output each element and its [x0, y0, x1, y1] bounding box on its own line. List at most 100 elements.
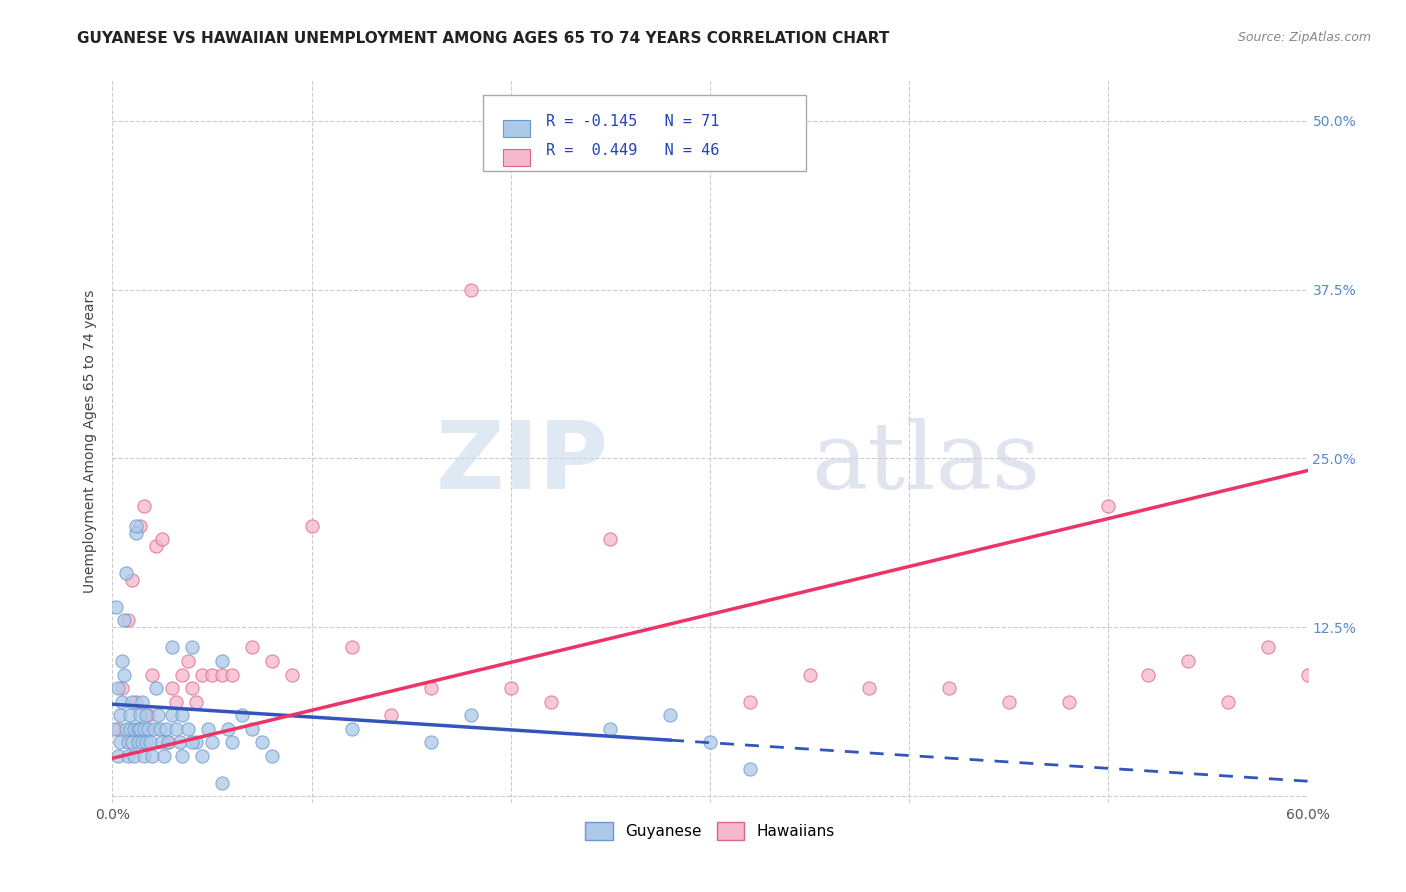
- Point: [162, 708, 183, 723]
- Point: [858, 681, 880, 695]
- Point: [110, 708, 132, 723]
- Point: [738, 694, 761, 708]
- Point: [181, 640, 204, 655]
- Point: [135, 735, 157, 749]
- Text: GUYANESE VS HAWAIIAN UNEMPLOYMENT AMONG AGES 65 TO 74 YEARS CORRELATION CHART: GUYANESE VS HAWAIIAN UNEMPLOYMENT AMONG …: [77, 31, 890, 46]
- Point: [120, 708, 142, 723]
- Point: [420, 735, 443, 749]
- Point: [107, 722, 129, 736]
- Point: [129, 722, 152, 736]
- Point: [121, 735, 143, 749]
- Point: [197, 722, 219, 736]
- Point: [250, 735, 273, 749]
- Point: [138, 722, 160, 736]
- Point: [211, 667, 233, 681]
- Point: [599, 722, 621, 736]
- Point: [540, 694, 562, 708]
- Point: [938, 681, 960, 695]
- Point: [169, 735, 191, 749]
- Point: [139, 735, 162, 749]
- Point: [1097, 499, 1119, 513]
- Text: atlas: atlas: [811, 418, 1040, 508]
- Point: [120, 722, 142, 736]
- Point: [201, 735, 224, 749]
- Point: [103, 722, 125, 736]
- Point: [141, 748, 163, 763]
- Point: [231, 708, 253, 723]
- Point: [150, 533, 173, 547]
- Point: [114, 667, 135, 681]
- Point: [221, 735, 243, 749]
- FancyBboxPatch shape: [503, 120, 530, 136]
- Point: [135, 708, 157, 723]
- Point: [659, 708, 682, 723]
- Point: [172, 748, 194, 763]
- Point: [165, 694, 187, 708]
- Point: [1216, 694, 1239, 708]
- Point: [699, 735, 721, 749]
- Point: [181, 735, 204, 749]
- Point: [281, 667, 304, 681]
- Point: [340, 722, 363, 736]
- Point: [125, 519, 148, 533]
- Point: [301, 519, 323, 533]
- Point: [799, 667, 821, 681]
- Point: [460, 708, 482, 723]
- Text: R = -0.145   N = 71: R = -0.145 N = 71: [547, 114, 720, 129]
- Point: [115, 566, 138, 581]
- Point: [115, 722, 138, 736]
- Point: [1057, 694, 1080, 708]
- Point: [150, 735, 173, 749]
- Point: [186, 694, 208, 708]
- Point: [155, 722, 177, 736]
- Point: [131, 735, 153, 749]
- Point: [211, 775, 233, 789]
- Point: [117, 614, 139, 628]
- Point: [217, 722, 239, 736]
- Point: [201, 667, 224, 681]
- Point: [240, 640, 263, 655]
- Point: [211, 654, 233, 668]
- Text: Source: ZipAtlas.com: Source: ZipAtlas.com: [1237, 31, 1371, 45]
- Point: [260, 654, 283, 668]
- Legend: Guyanese, Hawaiians: Guyanese, Hawaiians: [579, 816, 841, 846]
- Point: [181, 681, 204, 695]
- Point: [121, 694, 143, 708]
- Point: [129, 708, 152, 723]
- Point: [177, 722, 200, 736]
- Point: [117, 748, 139, 763]
- Point: [125, 694, 148, 708]
- Point: [157, 735, 180, 749]
- Point: [110, 735, 132, 749]
- Point: [420, 681, 443, 695]
- Point: [221, 667, 243, 681]
- Point: [1257, 640, 1279, 655]
- Point: [240, 722, 263, 736]
- Y-axis label: Unemployment Among Ages 65 to 74 years: Unemployment Among Ages 65 to 74 years: [83, 290, 97, 593]
- FancyBboxPatch shape: [503, 149, 530, 166]
- Point: [153, 748, 176, 763]
- Point: [148, 708, 170, 723]
- Point: [124, 748, 146, 763]
- Point: [141, 667, 163, 681]
- Point: [111, 681, 134, 695]
- Point: [162, 681, 183, 695]
- Point: [149, 722, 172, 736]
- Point: [111, 694, 134, 708]
- Point: [129, 519, 152, 533]
- Point: [134, 748, 156, 763]
- Point: [157, 735, 180, 749]
- FancyBboxPatch shape: [484, 95, 806, 170]
- Point: [114, 614, 135, 628]
- Point: [599, 533, 621, 547]
- Point: [165, 722, 187, 736]
- Point: [460, 283, 482, 297]
- Point: [105, 599, 128, 614]
- Point: [177, 654, 200, 668]
- Point: [172, 667, 194, 681]
- Point: [191, 667, 214, 681]
- Point: [145, 681, 167, 695]
- Point: [107, 681, 129, 695]
- Point: [138, 708, 160, 723]
- Point: [131, 694, 153, 708]
